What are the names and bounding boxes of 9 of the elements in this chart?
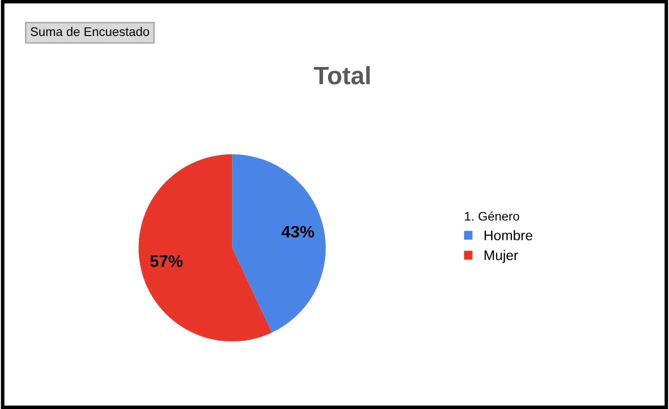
pie-slice xyxy=(138,154,272,342)
data-label: 57% xyxy=(150,255,183,268)
text: Suma de Encuestado xyxy=(30,26,150,36)
legend-title: 1. Género xyxy=(465,211,520,221)
legend-label: Hombre xyxy=(484,230,532,240)
chart-title: Total xyxy=(314,66,370,84)
data-label: 43% xyxy=(281,226,314,238)
pie-slice xyxy=(232,154,326,333)
legend-label: Mujer xyxy=(484,250,518,263)
